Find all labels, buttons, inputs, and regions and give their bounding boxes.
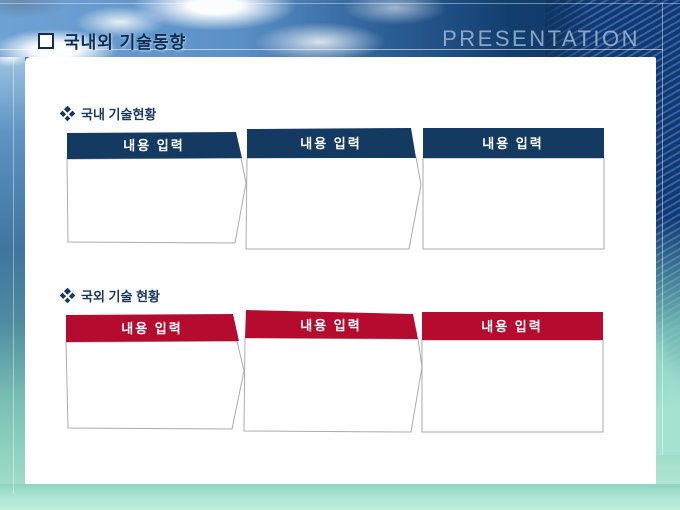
box-header [247, 128, 416, 158]
section-label-domestic: 국내 기술현황 [59, 104, 157, 123]
box-label: 내용 입력 [300, 318, 361, 333]
box-body [66, 157, 247, 244]
box-body [422, 157, 605, 250]
left-edge-strip [0, 57, 25, 484]
square-bullet-icon [38, 32, 54, 49]
box-header [423, 128, 604, 158]
section-label-overseas: 국외 기술 현황 [59, 286, 160, 305]
section-label-text: 국내 기술현황 [81, 107, 157, 122]
box-label: 내용 입력 [481, 319, 542, 334]
content-box-overseas-1[interactable]: 내용 입력 [65, 314, 245, 430]
content-box-overseas-3[interactable]: 내용 입력 [421, 312, 604, 433]
slide-title-row: 국내외 기술동향 [38, 28, 186, 53]
box-body [65, 340, 245, 430]
frame-line-under-title [0, 49, 663, 50]
content-box-overseas-2[interactable]: 내용 입력 [243, 310, 423, 433]
box-label: 내용 입력 [123, 138, 184, 153]
watermark-text: PRESENTATION [442, 26, 640, 51]
box-body [243, 337, 423, 433]
box-body [245, 156, 422, 250]
bottom-mint-strip [0, 484, 680, 510]
box-label: 내용 입력 [121, 321, 182, 336]
box-header [422, 312, 603, 340]
content-box-domestic-2[interactable]: 내용 입력 [245, 128, 422, 250]
slide-title: 국내외 기술동향 [64, 33, 187, 52]
box-body [421, 339, 604, 433]
box-label: 내용 입력 [482, 136, 543, 151]
box-header [67, 132, 242, 159]
frame-line-left [13, 57, 14, 494]
frame-line-right [662, 3, 663, 455]
frame-line-top [0, 3, 680, 4]
content-box-domestic-3[interactable]: 내용 입력 [422, 128, 605, 250]
box-header [245, 310, 418, 339]
box-label: 내용 입력 [300, 136, 361, 151]
box-header [66, 314, 239, 342]
section-label-text: 국외 기술 현황 [81, 289, 160, 304]
content-box-domestic-1[interactable]: 내용 입력 [66, 132, 247, 244]
